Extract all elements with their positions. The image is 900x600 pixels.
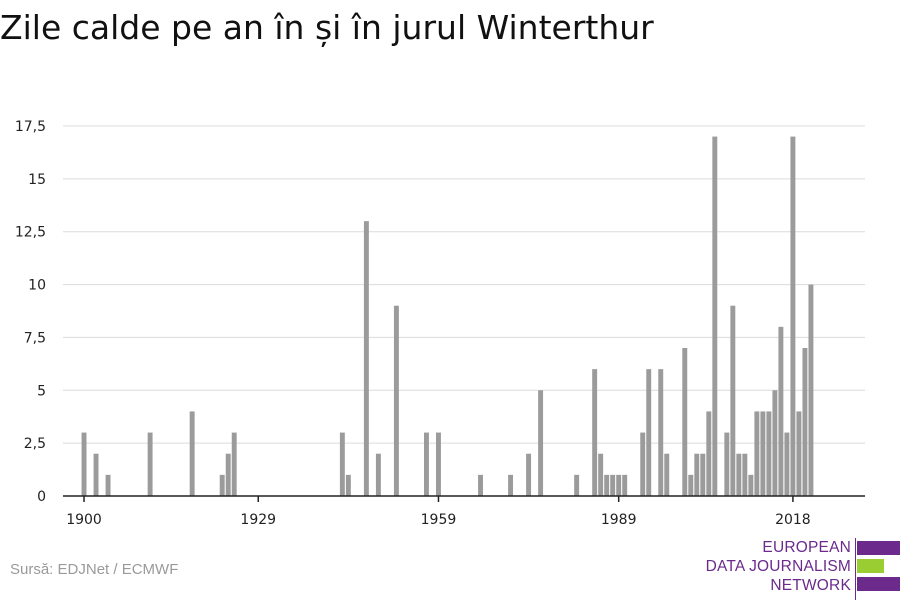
bar xyxy=(604,474,610,496)
y-tick-label: 17,5 xyxy=(15,119,46,135)
bar-chart: 0 2,5 5 7,5 10 12,5 15 17,5 1900 1929 1959 1989 201… xyxy=(15,119,865,528)
bar xyxy=(742,453,748,496)
x-tick-label: 2018 xyxy=(775,512,811,528)
bar xyxy=(784,432,790,496)
y-tick-label: 0 xyxy=(37,489,46,505)
logo-bar-green xyxy=(857,559,884,573)
y-tick-label: 12,5 xyxy=(15,225,46,241)
bar xyxy=(712,136,718,497)
bar xyxy=(658,369,664,496)
y-axis-ticks: 0 2,5 5 7,5 10 12,5 15 17,5 xyxy=(15,119,46,505)
bar xyxy=(423,432,429,496)
bar xyxy=(736,453,742,496)
logo-line-1: EUROPEAN xyxy=(762,539,851,556)
bar xyxy=(526,453,532,496)
bar xyxy=(772,390,778,496)
bar xyxy=(760,411,766,496)
bar xyxy=(640,432,646,496)
logo-divider xyxy=(855,538,856,600)
bar xyxy=(339,432,345,496)
bar xyxy=(436,432,441,496)
bar xyxy=(730,305,736,496)
bar xyxy=(345,474,351,496)
bar xyxy=(700,453,706,496)
bar xyxy=(778,326,784,496)
chart-title: Zile calde pe an în și în jurul Winterth… xyxy=(0,8,654,47)
bar xyxy=(796,411,802,496)
y-tick-label: 15 xyxy=(28,172,46,188)
edjnet-logo: EUROPEAN DATA JOURNALISM NETWORK xyxy=(700,538,900,600)
y-tick-label: 7,5 xyxy=(24,330,46,346)
bar xyxy=(706,411,712,496)
bar xyxy=(574,474,580,496)
bar xyxy=(664,453,670,496)
bar xyxy=(682,348,688,496)
bar xyxy=(231,432,237,496)
x-tick-label: 1929 xyxy=(240,512,276,528)
x-axis-ticks: 1900 1929 1959 1989 2018 xyxy=(66,496,811,528)
logo-line-3: NETWORK xyxy=(770,577,851,594)
bar xyxy=(147,432,153,496)
bar xyxy=(508,474,514,496)
bar xyxy=(225,453,231,496)
y-tick-label: 5 xyxy=(37,383,46,399)
x-tick-label: 1989 xyxy=(601,512,637,528)
bar xyxy=(219,474,225,496)
y-tick-label: 2,5 xyxy=(24,436,46,452)
bar xyxy=(748,474,754,496)
bar xyxy=(724,432,730,496)
bar xyxy=(610,474,616,496)
bar xyxy=(688,474,694,496)
bar xyxy=(622,474,628,496)
bar xyxy=(646,369,652,496)
bar xyxy=(790,136,796,497)
bar xyxy=(754,411,760,496)
logo-line-2: DATA JOURNALISM xyxy=(705,558,851,575)
bar xyxy=(393,305,399,496)
bar xyxy=(592,369,598,496)
bar xyxy=(189,411,195,496)
bar xyxy=(808,284,814,496)
bar xyxy=(105,474,111,496)
y-tick-label: 10 xyxy=(28,278,46,294)
bar xyxy=(93,453,99,496)
bar xyxy=(375,453,381,496)
x-tick-label: 1959 xyxy=(421,512,457,528)
grid-lines xyxy=(63,125,865,444)
bar xyxy=(616,474,622,496)
bar xyxy=(538,390,544,496)
bar xyxy=(363,221,369,496)
bars xyxy=(81,136,814,497)
source-note: Sursă: EDJNet / ECMWF xyxy=(10,561,179,578)
bar xyxy=(766,411,772,496)
bar xyxy=(81,432,87,496)
bar xyxy=(598,453,604,496)
bar xyxy=(478,474,483,496)
logo-bar-purple-top xyxy=(857,541,900,555)
logo-bar-purple-bottom xyxy=(857,577,900,591)
x-tick-label: 1900 xyxy=(66,512,102,528)
bar xyxy=(694,453,700,496)
bar xyxy=(802,348,808,496)
